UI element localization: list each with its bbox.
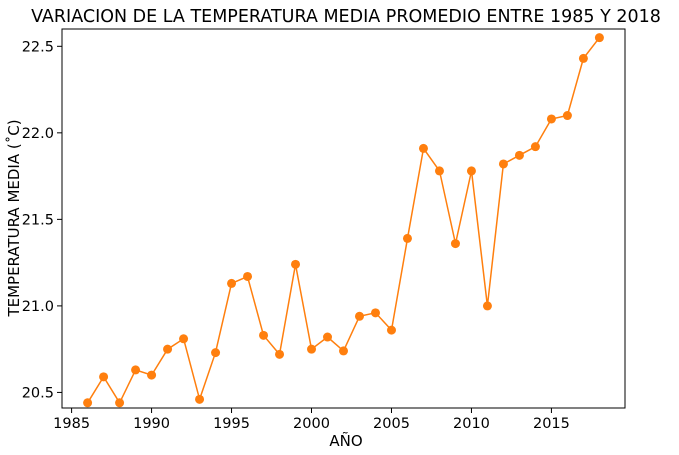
data-point — [594, 33, 604, 43]
data-point — [530, 142, 540, 152]
x-tick-label: 2015 — [533, 416, 570, 432]
data-point — [307, 344, 317, 354]
data-point — [147, 370, 157, 380]
data-point — [498, 159, 508, 169]
plot-frame — [61, 28, 626, 409]
data-point — [450, 239, 460, 249]
y-tick-label: 21.0 — [22, 299, 54, 315]
data-point — [115, 398, 125, 408]
data-point — [195, 394, 205, 404]
data-point — [323, 332, 333, 342]
x-tick-label: 2005 — [373, 416, 410, 432]
y-axis-label: TEMPERATURA MEDIA (˚C) — [5, 119, 23, 317]
data-point — [339, 346, 348, 356]
x-tick-label: 1990 — [133, 416, 170, 432]
x-axis-label: AÑO — [329, 431, 362, 450]
data-point — [546, 114, 556, 124]
data-point — [386, 325, 396, 335]
data-point — [179, 334, 189, 344]
data-point — [227, 278, 237, 288]
data-point — [354, 311, 364, 321]
data-point — [131, 365, 141, 375]
x-tick-label: 2000 — [293, 416, 330, 432]
data-points — [83, 33, 604, 408]
y-tick-label: 22.0 — [22, 126, 54, 142]
data-point — [243, 271, 253, 281]
data-point — [514, 150, 524, 160]
data-point — [163, 344, 173, 354]
x-tick-label: 1985 — [53, 416, 90, 432]
data-point — [275, 349, 285, 359]
x-tick-label: 2010 — [453, 416, 490, 432]
y-tick-label: 22.5 — [22, 39, 54, 55]
chart-title: VARIACION DE LA TEMPERATURA MEDIA PROMED… — [31, 7, 661, 27]
data-point — [578, 53, 588, 63]
y-tick-label: 20.5 — [22, 385, 54, 401]
data-point — [402, 233, 412, 243]
data-point — [418, 143, 428, 153]
data-point — [370, 308, 380, 318]
y-tick-label: 21.5 — [22, 212, 54, 228]
data-point — [482, 301, 492, 311]
data-point — [562, 111, 572, 121]
data-point — [291, 259, 301, 269]
data-point — [466, 166, 476, 176]
x-tick-label: 1995 — [213, 416, 250, 432]
data-point — [259, 330, 269, 340]
y-axis: 20.5 21.0 21.5 22.0 22.5 — [22, 39, 62, 401]
data-point — [83, 398, 93, 408]
data-point — [99, 372, 109, 382]
data-point — [211, 348, 221, 358]
x-axis: 1985 1990 1995 2000 2005 2010 2015 — [53, 408, 570, 432]
data-point — [434, 166, 444, 176]
